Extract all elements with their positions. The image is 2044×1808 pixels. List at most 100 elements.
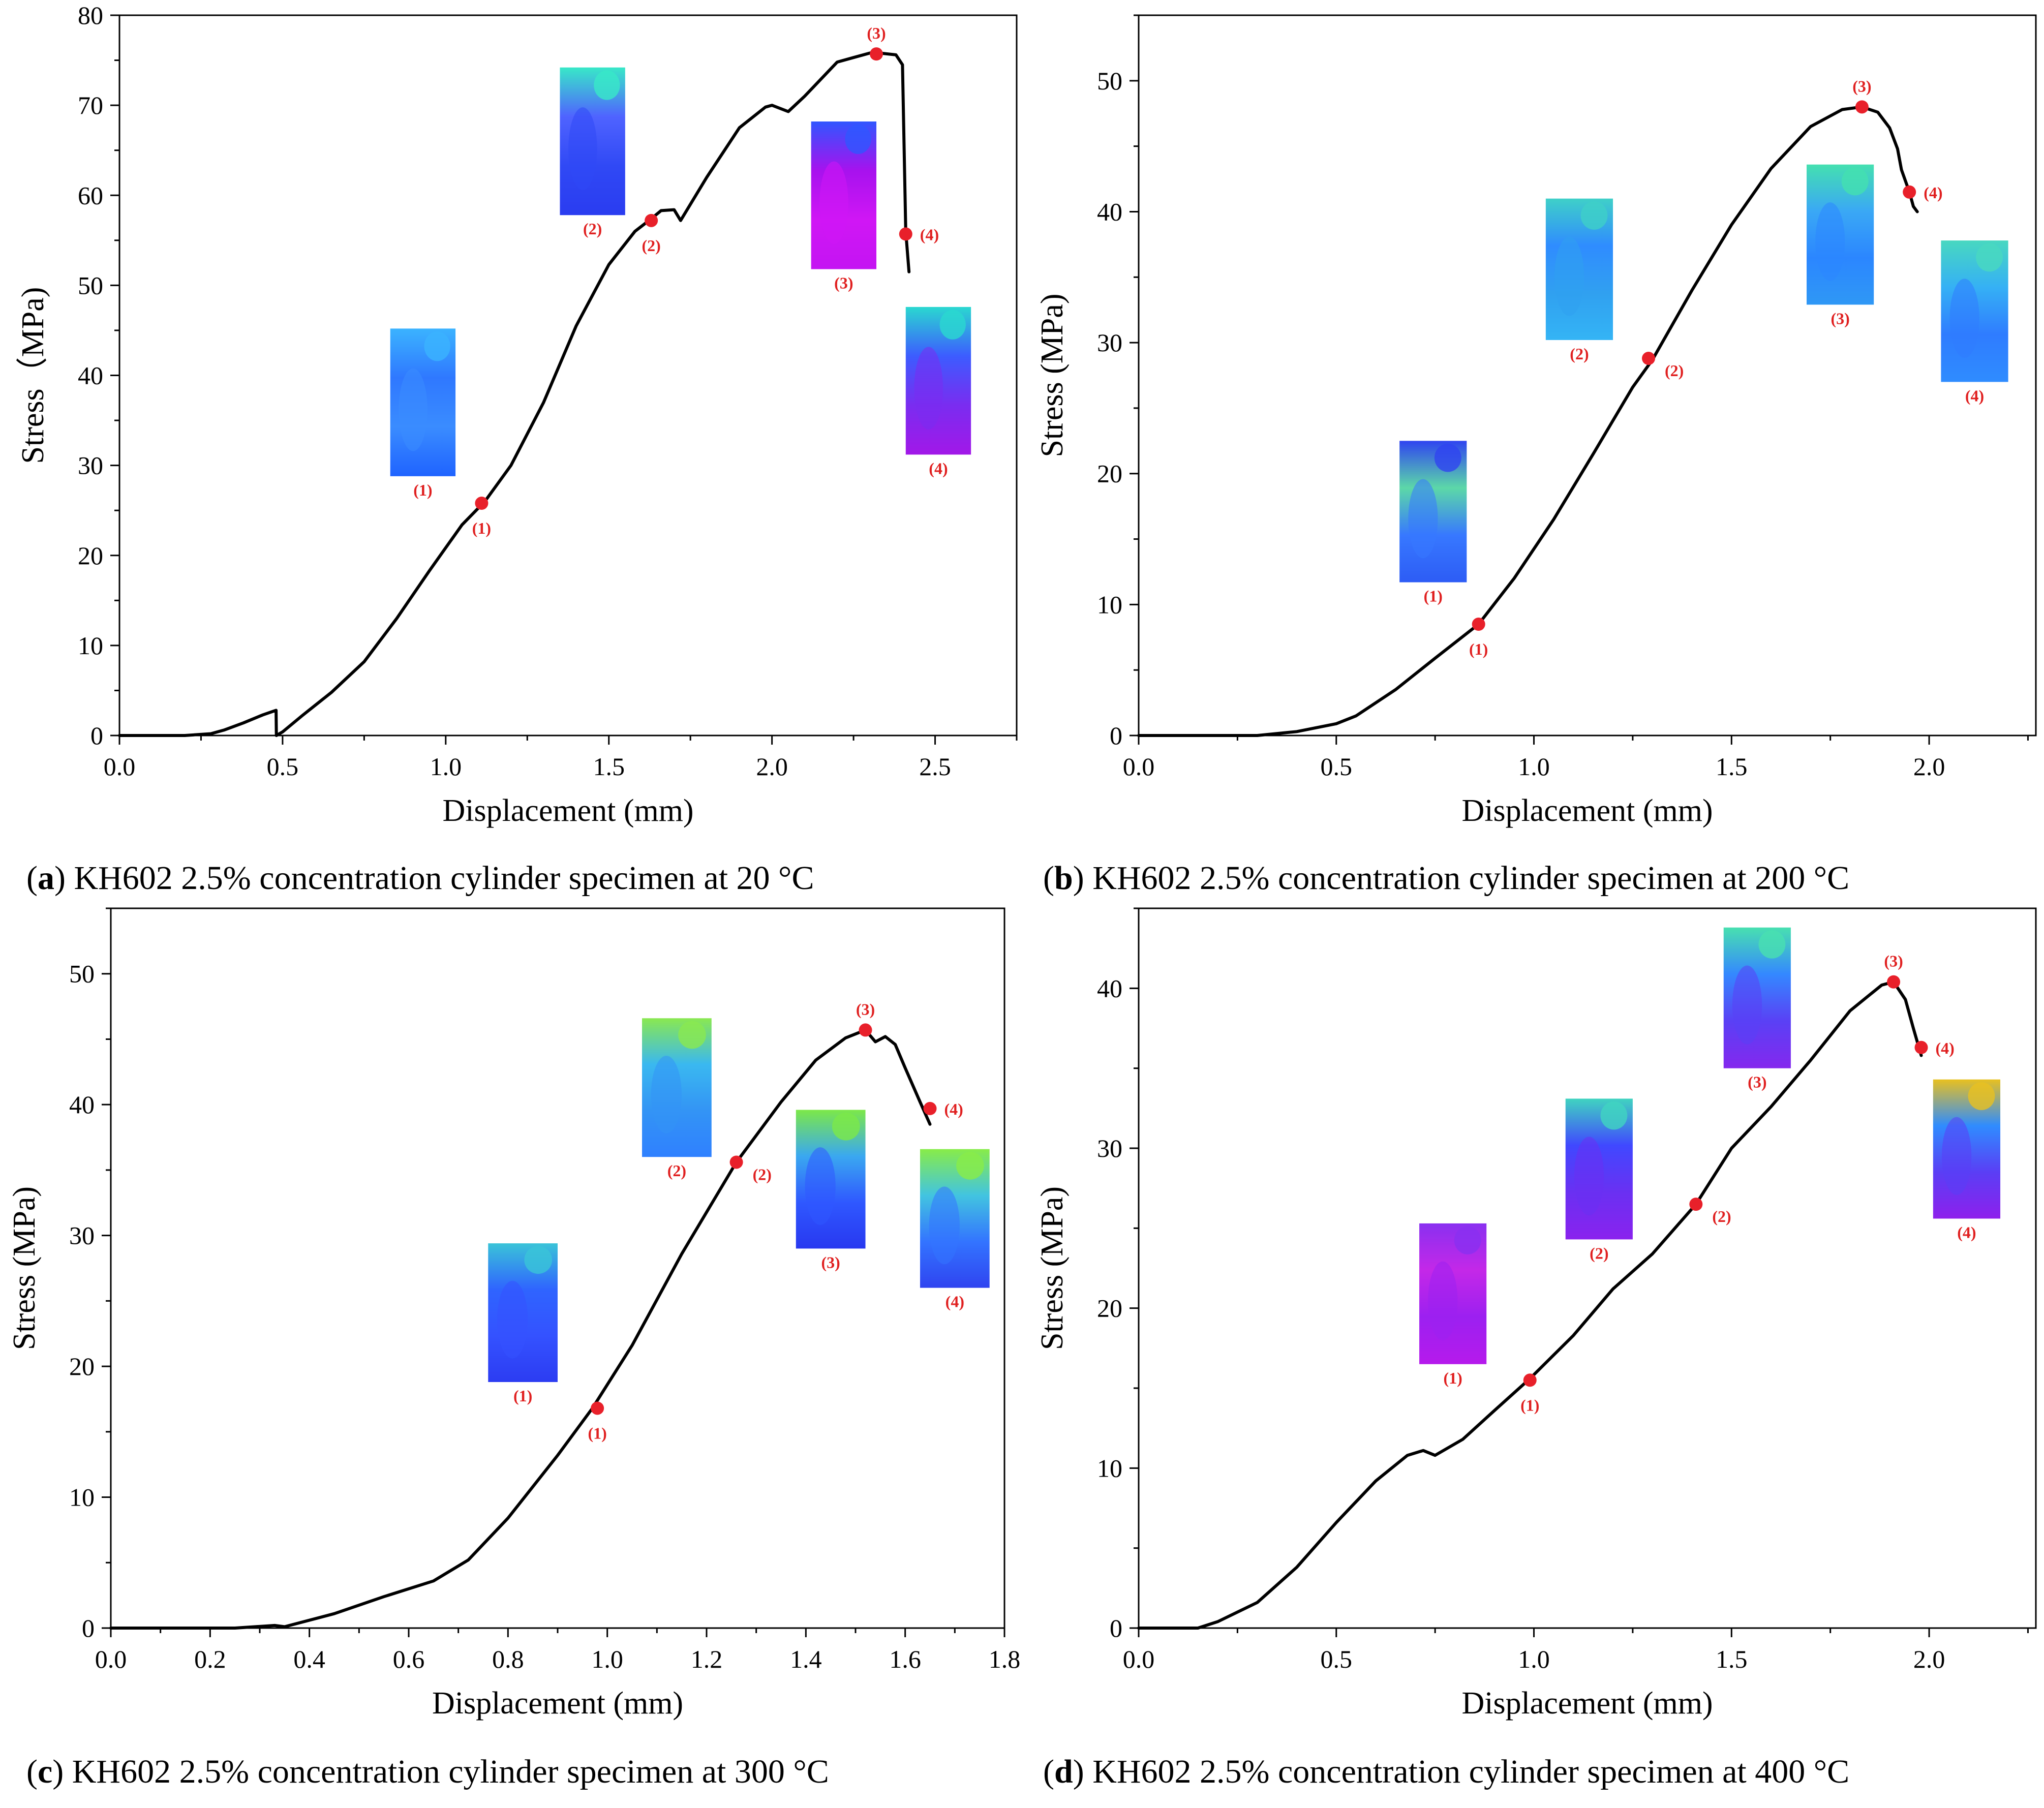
y-tick-label-d-0: 0 <box>1110 1614 1122 1642</box>
y-tick-label-a-5: 50 <box>78 271 103 299</box>
x-tick-label-a-3: 1.5 <box>593 752 625 781</box>
inset-blob-d-4 <box>1942 1117 1972 1195</box>
inset-label-a-4: (4) <box>929 459 948 477</box>
inset-blob-c-2 <box>651 1055 682 1133</box>
inset-blob-a-2 <box>568 107 597 190</box>
x-tick-label-b-4: 2.0 <box>1913 752 1945 781</box>
caption-text-a: KH602 2.5% concentration cylinder specim… <box>74 860 814 897</box>
inset-blob-a-1 <box>399 368 428 451</box>
inset-label-a-3: (3) <box>834 273 853 292</box>
y-tick-label-a-6: 60 <box>78 181 103 209</box>
x-tick-label-c-4: 0.8 <box>492 1645 524 1673</box>
inset-hotspot-d-4 <box>1968 1082 1995 1110</box>
data-point-label-c-4: (4) <box>944 1100 963 1118</box>
y-tick-label-b-0: 0 <box>1110 721 1122 750</box>
data-point-c-4 <box>923 1101 937 1115</box>
y-tick-label-c-3: 30 <box>69 1221 95 1250</box>
inset-blob-d-3 <box>1732 965 1762 1045</box>
inset-label-c-2: (2) <box>667 1161 686 1180</box>
inset-label-b-3: (3) <box>1831 309 1849 327</box>
y-tick-label-a-8: 80 <box>78 1 103 29</box>
x-tick-label-c-2: 0.4 <box>293 1645 325 1673</box>
x-axis-title-d: Displacement (mm) <box>1461 1686 1713 1721</box>
data-point-a-1 <box>475 497 489 510</box>
caption-a: (a) KH602 2.5% concentration cylinder sp… <box>26 860 814 897</box>
inset-blob-c-4 <box>929 1186 960 1265</box>
x-tick-label-c-1: 0.2 <box>194 1645 226 1673</box>
x-tick-label-d-1: 0.5 <box>1321 1645 1353 1673</box>
inset-hotspot-b-2 <box>1580 201 1608 230</box>
y-tick-label-c-1: 10 <box>69 1483 95 1512</box>
inset-hotspot-b-4 <box>1976 243 2003 272</box>
inset-hotspot-b-3 <box>1841 167 1869 196</box>
data-point-a-2 <box>645 213 658 227</box>
inset-blob-b-2 <box>1554 236 1584 316</box>
y-tick-label-a-4: 40 <box>78 361 103 390</box>
x-axis-title-c: Displacement (mm) <box>432 1686 683 1721</box>
inset-blob-a-3 <box>819 161 848 244</box>
inset-hotspot-d-3 <box>1758 930 1786 959</box>
data-point-label-a-4: (4) <box>920 225 939 243</box>
inset-hotspot-c-2 <box>678 1021 706 1049</box>
caption-text-d: KH602 2.5% concentration cylinder specim… <box>1092 1753 1850 1790</box>
y-tick-label-a-3: 30 <box>78 451 103 480</box>
inset-hotspot-a-3 <box>845 124 871 154</box>
x-tick-label-d-3: 1.5 <box>1716 1645 1748 1673</box>
panel-c: (1) (2) (3) (4) 0.0 0.2 0.4 0.6 0.8 1.0 1.2 1.4 1.6 1… <box>7 907 1020 1721</box>
inset-label-a-1: (1) <box>413 481 432 499</box>
x-tick-label-b-3: 1.5 <box>1716 752 1748 781</box>
caption-letter-b: b <box>1054 860 1073 897</box>
inset-label-b-2: (2) <box>1570 345 1589 363</box>
data-point-label-d-2: (2) <box>1712 1207 1731 1225</box>
data-point-b-1 <box>1472 618 1485 631</box>
inset-blob-b-3 <box>1815 202 1845 281</box>
y-tick-label-c-5: 50 <box>69 960 95 988</box>
panel-d: (1) (2) (3) (4) 0.0 0.5 1.0 1.5 2.0 0 10 20 30 40 Disp… <box>1035 907 2037 1721</box>
y-tick-label-a-7: 70 <box>78 91 103 119</box>
caption-letter-c: c <box>37 1753 53 1790</box>
x-tick-label-c-0: 0.0 <box>95 1645 127 1673</box>
caption-b: (b) KH602 2.5% concentration cylinder sp… <box>1043 860 1850 897</box>
x-tick-label-c-3: 0.6 <box>393 1645 425 1673</box>
data-point-label-a-3: (3) <box>867 24 886 42</box>
inset-label-c-4: (4) <box>945 1293 964 1311</box>
y-tick-label-b-1: 10 <box>1097 590 1122 619</box>
inset-blob-c-1 <box>497 1280 528 1359</box>
data-point-label-d-4: (4) <box>1936 1039 1955 1057</box>
inset-hotspot-d-1 <box>1454 1226 1481 1254</box>
series-line-d-0 <box>1137 980 1923 1630</box>
data-point-label-c-2: (2) <box>753 1165 772 1183</box>
plot-frame-d <box>1138 907 2037 1629</box>
x-tick-label-d-4: 2.0 <box>1913 1645 1945 1673</box>
caption-c: (c) KH602 2.5% concentration cylinder sp… <box>26 1753 829 1790</box>
y-tick-label-a-0: 0 <box>90 721 103 750</box>
data-point-b-3 <box>1855 100 1869 114</box>
data-point-label-b-3: (3) <box>1852 77 1871 95</box>
x-tick-label-b-1: 0.5 <box>1321 752 1353 781</box>
data-point-d-2 <box>1689 1198 1703 1211</box>
inset-blob-c-3 <box>805 1147 836 1225</box>
inset-label-d-1: (1) <box>1443 1369 1462 1387</box>
x-tick-label-b-0: 0.0 <box>1123 752 1155 781</box>
data-point-c-3 <box>859 1023 872 1037</box>
x-axis-title-b: Displacement (mm) <box>1461 793 1713 828</box>
x-tick-label-a-4: 2.0 <box>756 752 788 781</box>
x-tick-label-d-2: 1.0 <box>1518 1645 1550 1673</box>
x-tick-label-a-0: 0.0 <box>104 752 136 781</box>
data-point-a-3 <box>870 47 883 61</box>
y-axis-title-c: Stress (MPa) <box>7 1186 42 1350</box>
y-tick-label-d-4: 40 <box>1097 974 1122 1002</box>
inset-blob-d-1 <box>1428 1261 1458 1340</box>
y-tick-label-c-4: 40 <box>69 1090 95 1119</box>
inset-label-a-2: (2) <box>583 220 602 238</box>
caption-letter-a: a <box>37 860 54 897</box>
data-point-label-b-1: (1) <box>1469 640 1488 658</box>
inset-hotspot-a-1 <box>424 331 450 361</box>
x-tick-label-b-2: 1.0 <box>1518 752 1550 781</box>
y-tick-label-d-3: 30 <box>1097 1134 1122 1162</box>
plot-frame-b <box>1138 14 2037 737</box>
data-point-label-d-1: (1) <box>1520 1396 1539 1414</box>
y-tick-label-c-0: 0 <box>82 1614 95 1642</box>
panel-b: (1) (2) (3) (4) 0.0 0.5 1.0 1.5 2.0 0 10 20 30 40 50 Di… <box>1035 14 2037 828</box>
